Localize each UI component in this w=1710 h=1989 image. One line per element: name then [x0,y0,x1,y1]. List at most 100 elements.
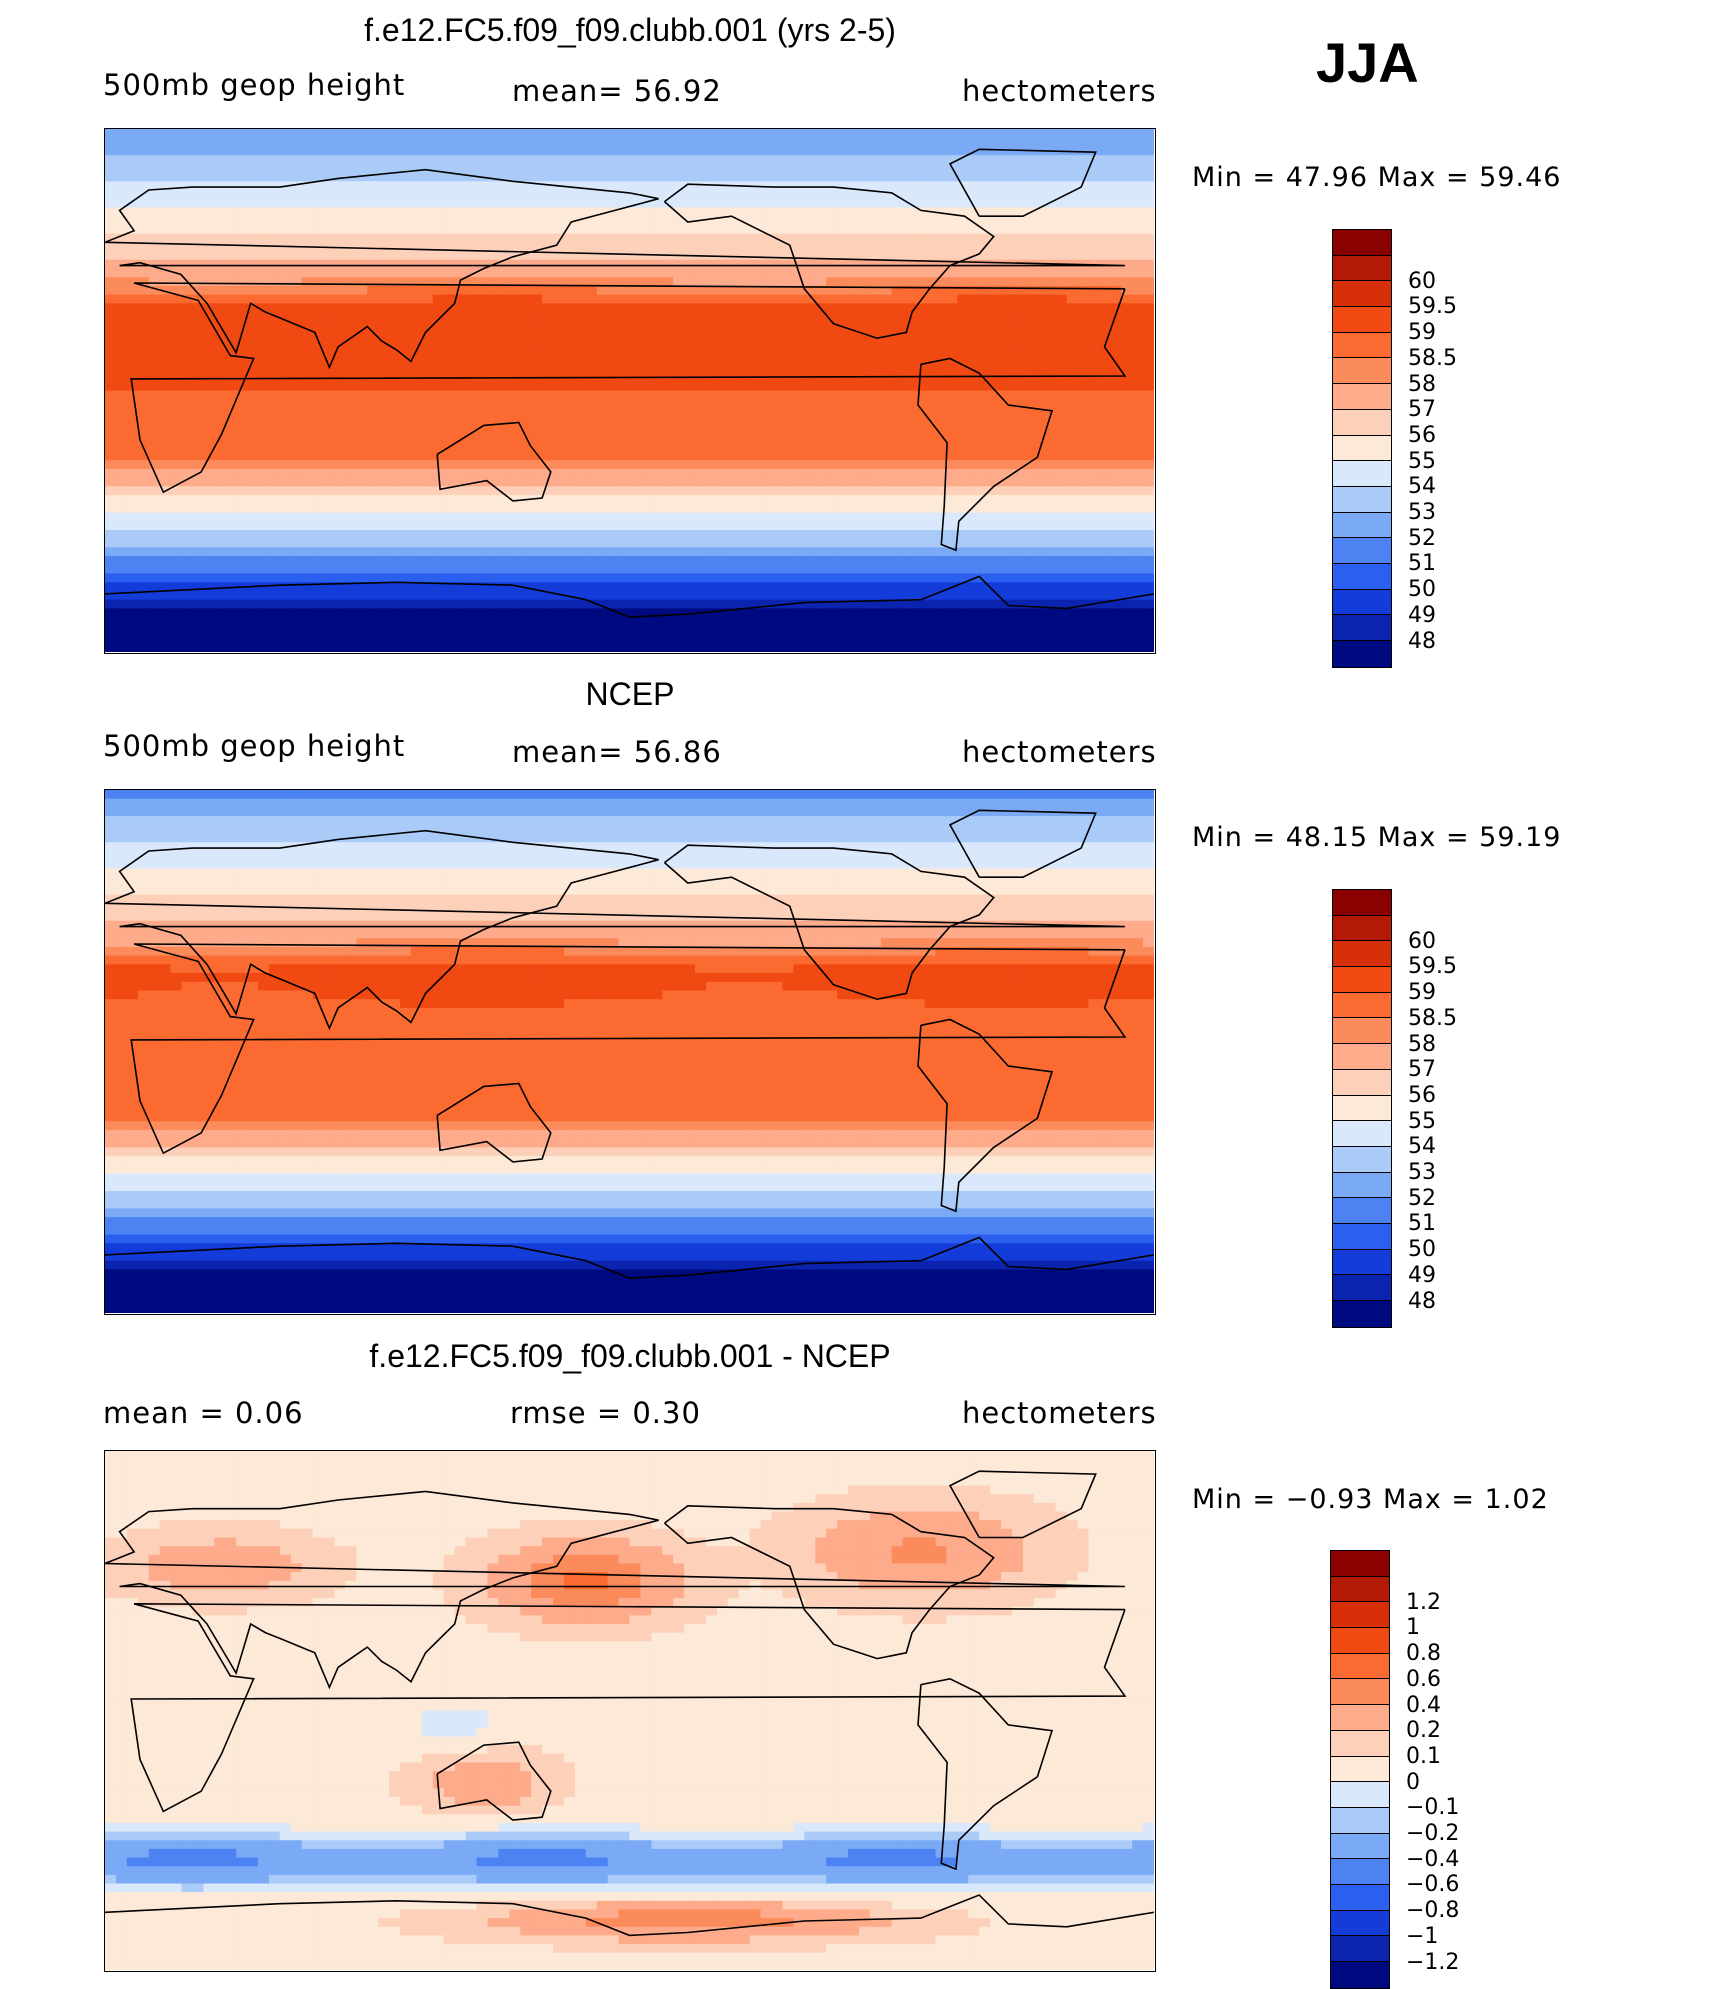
field-cell [334,129,346,138]
field-cell [1121,547,1133,556]
field-cell [630,530,642,539]
field-cell [160,399,172,408]
field-cell [181,138,193,147]
field-cell [171,574,183,583]
field-cell [313,129,325,138]
field-cell [302,574,314,583]
field-cell [772,321,784,330]
field-cell [258,207,270,216]
field-cell [378,513,390,522]
field-cell [236,138,248,147]
field-cell [203,521,215,530]
field-cell [804,347,816,356]
field-cell [914,556,926,565]
field-cell [946,295,958,304]
field-cell [1132,399,1144,408]
field-cell [903,251,915,260]
field-cell [378,460,390,469]
field-cell [651,268,663,277]
field-cell [979,155,991,164]
field-cell [553,199,565,208]
field-cell [105,408,117,417]
field-cell [892,408,904,417]
field-cell [1143,434,1154,443]
field-cell [138,181,150,190]
field-cell [466,164,478,173]
field-cell [640,391,652,400]
field-cell [662,277,674,286]
field-cell [651,303,663,312]
field-cell [160,565,172,574]
field-cell [203,329,215,338]
field-cell [433,181,445,190]
field-cell [1110,242,1122,251]
field-cell [761,539,773,548]
field-cell [793,556,805,565]
field-cell [1088,478,1100,487]
field-cell [859,199,871,208]
field-cell [1045,521,1057,530]
field-cell [520,574,532,583]
field-cell [1012,251,1024,260]
field-cell [487,329,499,338]
field-cell [400,260,412,269]
field-cell [826,146,838,155]
field-cell [192,443,204,452]
field-cell [203,146,215,155]
field-cell [400,556,412,565]
field-cell [892,207,904,216]
field-cell [378,382,390,391]
field-cell [586,469,598,478]
field-cell [717,321,729,330]
field-cell [1110,251,1122,260]
field-cell [160,347,172,356]
field-cell [181,530,193,539]
field-cell [105,277,117,286]
field-cell [728,260,740,269]
field-cell [892,556,904,565]
field-cell [1121,329,1133,338]
field-cell [1132,181,1144,190]
field-cell [280,556,292,565]
field-cell [214,452,226,461]
field-cell [1143,417,1154,426]
field-cell [979,138,991,147]
field-cell [575,469,587,478]
field-cell [127,434,139,443]
field-cell [291,286,303,295]
field-cell [706,513,718,522]
field-cell [564,338,576,347]
field-cell [160,425,172,434]
field-cell [662,146,674,155]
field-cell [192,146,204,155]
field-cell [837,295,849,304]
field-cell [225,556,237,565]
field-cell [378,443,390,452]
field-cell [542,495,554,504]
field-cell [608,391,620,400]
field-cell [772,164,784,173]
field-cell [400,521,412,530]
field-cell [837,138,849,147]
field-cell [247,277,259,286]
field-cell [848,434,860,443]
field-cell [389,260,401,269]
field-cell [586,155,598,164]
field-cell [225,486,237,495]
field-cell [1132,434,1144,443]
field-cell [695,460,707,469]
field-cell [356,478,368,487]
field-cell [203,391,215,400]
field-cell [630,338,642,347]
field-cell [1078,382,1090,391]
field-cell [914,460,926,469]
field-cell [378,356,390,365]
field-cell [498,321,510,330]
field-cell [826,268,838,277]
field-cell [477,286,489,295]
field-cell [750,391,762,400]
field-cell [815,408,827,417]
field-cell [684,460,696,469]
field-cell [487,513,499,522]
field-cell [728,268,740,277]
